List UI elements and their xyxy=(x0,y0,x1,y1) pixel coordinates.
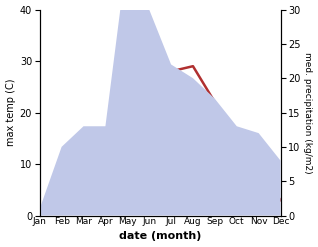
Y-axis label: med. precipitation (kg/m2): med. precipitation (kg/m2) xyxy=(303,52,313,173)
X-axis label: date (month): date (month) xyxy=(119,231,201,242)
Y-axis label: max temp (C): max temp (C) xyxy=(5,79,16,146)
